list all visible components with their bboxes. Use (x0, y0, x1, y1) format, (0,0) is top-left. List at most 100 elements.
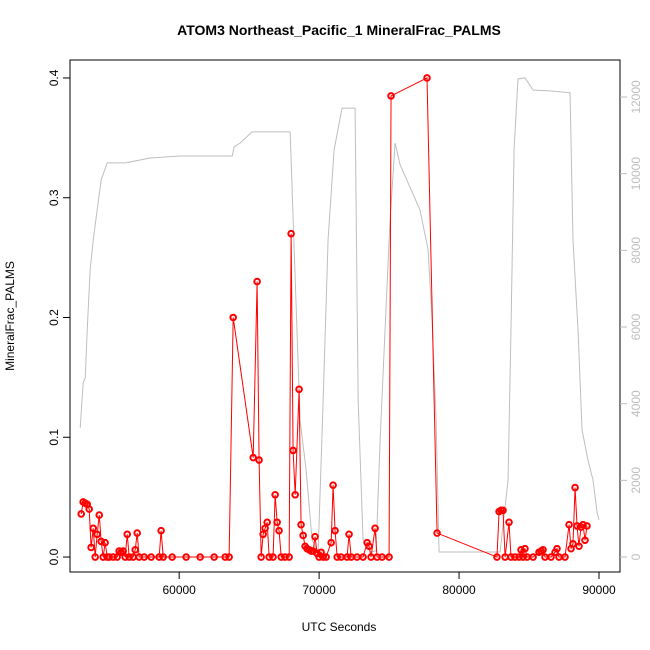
data-point (378, 553, 386, 561)
data-point (87, 543, 95, 552)
data-point (125, 553, 133, 561)
data-point (519, 553, 527, 561)
data-point (168, 553, 176, 561)
y-axis-label: MineralFrac_PALMS (3, 261, 17, 371)
data-point (93, 530, 101, 539)
data-point (387, 92, 395, 100)
data-point (331, 526, 339, 535)
data-point (140, 553, 148, 561)
data-point (553, 544, 561, 553)
data-point (359, 553, 367, 561)
data-point (385, 553, 393, 561)
data-point (123, 530, 132, 539)
plot-box (69, 59, 621, 573)
data-point (261, 524, 269, 533)
y2-tick-label: 2000 (629, 467, 643, 494)
data-point (97, 537, 106, 546)
data-point (95, 511, 104, 519)
data-point (249, 453, 257, 462)
data-point (253, 277, 261, 286)
data-point (343, 553, 351, 561)
x-tick-label: 80000 (442, 583, 476, 597)
data-point (581, 536, 589, 545)
data-point (157, 526, 165, 535)
data-point (287, 229, 295, 238)
y-tick-label: 0.2 (47, 309, 61, 326)
data-point (561, 553, 569, 561)
data-point (273, 518, 281, 527)
data-point (257, 553, 265, 561)
data-point (275, 526, 283, 535)
data-point (583, 522, 591, 530)
data-point (101, 538, 109, 547)
data-point (221, 553, 230, 561)
data-point (269, 553, 277, 561)
data-point (225, 553, 233, 561)
data-point (521, 544, 529, 553)
data-point (182, 553, 190, 561)
data-point (505, 518, 513, 527)
y-tick-label: 0.1 (47, 429, 61, 446)
data-point (147, 553, 155, 561)
data-point (565, 520, 573, 529)
data-point (327, 538, 335, 547)
data-point (571, 483, 579, 492)
data-point (265, 553, 273, 561)
data-point (329, 481, 337, 489)
y2-tick-label: 8000 (629, 237, 643, 264)
data-point (91, 553, 99, 561)
data-point (196, 553, 204, 561)
data-point (517, 546, 525, 554)
data-point (263, 518, 271, 527)
y2-tick-label: 6000 (629, 313, 643, 340)
data-point (229, 313, 237, 322)
data-point (121, 553, 129, 561)
data-point (515, 553, 523, 561)
data-point (507, 553, 515, 561)
data-point (109, 553, 118, 561)
y2-tick-label: 4000 (629, 390, 643, 417)
data-point (575, 542, 583, 551)
x-axis-label: UTC Seconds (302, 620, 377, 634)
y2-tick-label: 12000 (629, 80, 643, 114)
data-point (77, 510, 85, 518)
data-point (539, 546, 547, 554)
data-point (579, 520, 587, 529)
x-tick-label: 90000 (582, 583, 616, 597)
data-point (511, 553, 519, 561)
x-tick-label: 70000 (302, 583, 336, 597)
data-point (319, 553, 327, 561)
data-point (131, 546, 140, 554)
data-point (285, 553, 293, 561)
data-point (89, 524, 98, 533)
data-point (133, 529, 141, 537)
y2-tick-label: 10000 (629, 157, 643, 191)
data-point (255, 456, 263, 464)
data-point (493, 553, 501, 561)
data-point (569, 540, 577, 548)
data-point (105, 553, 113, 561)
data-point (365, 542, 373, 551)
data-point (155, 553, 163, 561)
data-point (345, 530, 353, 539)
data-point (210, 553, 218, 561)
data-point (299, 531, 307, 540)
data-point (499, 506, 507, 515)
y2-tick-label: 0 (629, 553, 643, 560)
y-tick-label: 0.3 (47, 189, 61, 206)
data-point (297, 520, 305, 529)
data-point (311, 532, 319, 541)
data-point (277, 553, 285, 561)
data-point (295, 385, 303, 394)
data-point (281, 553, 289, 561)
data-point (529, 553, 537, 561)
data-point (289, 446, 297, 455)
data-point (547, 553, 555, 561)
data-point (85, 505, 93, 513)
y-tick-label: 0.4 (47, 69, 61, 86)
data-point (271, 490, 279, 499)
y-tick-label: 0.0 (47, 548, 61, 565)
data-point (371, 524, 379, 533)
x-tick-label: 60000 (162, 583, 196, 597)
data-point (423, 74, 431, 82)
